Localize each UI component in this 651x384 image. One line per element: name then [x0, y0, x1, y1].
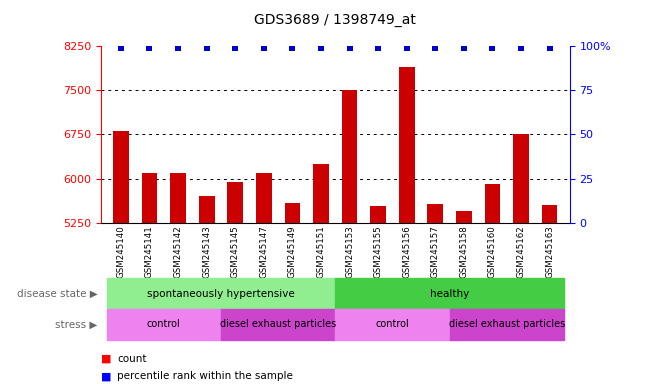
Text: stress ▶: stress ▶: [55, 319, 98, 329]
Text: GDS3689 / 1398749_at: GDS3689 / 1398749_at: [255, 13, 416, 27]
Bar: [513, 134, 529, 223]
Bar: [221, 309, 335, 340]
Text: control: control: [147, 319, 181, 329]
Bar: [335, 309, 450, 340]
Bar: [484, 184, 501, 223]
Bar: [428, 204, 443, 223]
Bar: [542, 205, 557, 223]
Text: control: control: [376, 319, 409, 329]
Text: healthy: healthy: [430, 289, 469, 299]
Bar: [284, 203, 300, 223]
Bar: [113, 131, 129, 223]
Bar: [170, 173, 186, 223]
Bar: [142, 173, 158, 223]
Text: ■: ■: [101, 371, 111, 381]
Bar: [456, 211, 472, 223]
Text: count: count: [117, 354, 146, 364]
Bar: [399, 67, 415, 223]
Text: ■: ■: [101, 354, 111, 364]
Bar: [107, 278, 335, 309]
Bar: [335, 278, 564, 309]
Bar: [107, 309, 221, 340]
Text: diesel exhaust particles: diesel exhaust particles: [449, 319, 565, 329]
Bar: [342, 90, 357, 223]
Bar: [256, 173, 271, 223]
Text: percentile rank within the sample: percentile rank within the sample: [117, 371, 293, 381]
Text: diesel exhaust particles: diesel exhaust particles: [220, 319, 336, 329]
Bar: [450, 309, 564, 340]
Bar: [370, 206, 386, 223]
Bar: [227, 182, 243, 223]
Text: spontaneously hypertensive: spontaneously hypertensive: [147, 289, 295, 299]
Text: disease state ▶: disease state ▶: [17, 289, 98, 299]
Bar: [313, 164, 329, 223]
Bar: [199, 196, 215, 223]
